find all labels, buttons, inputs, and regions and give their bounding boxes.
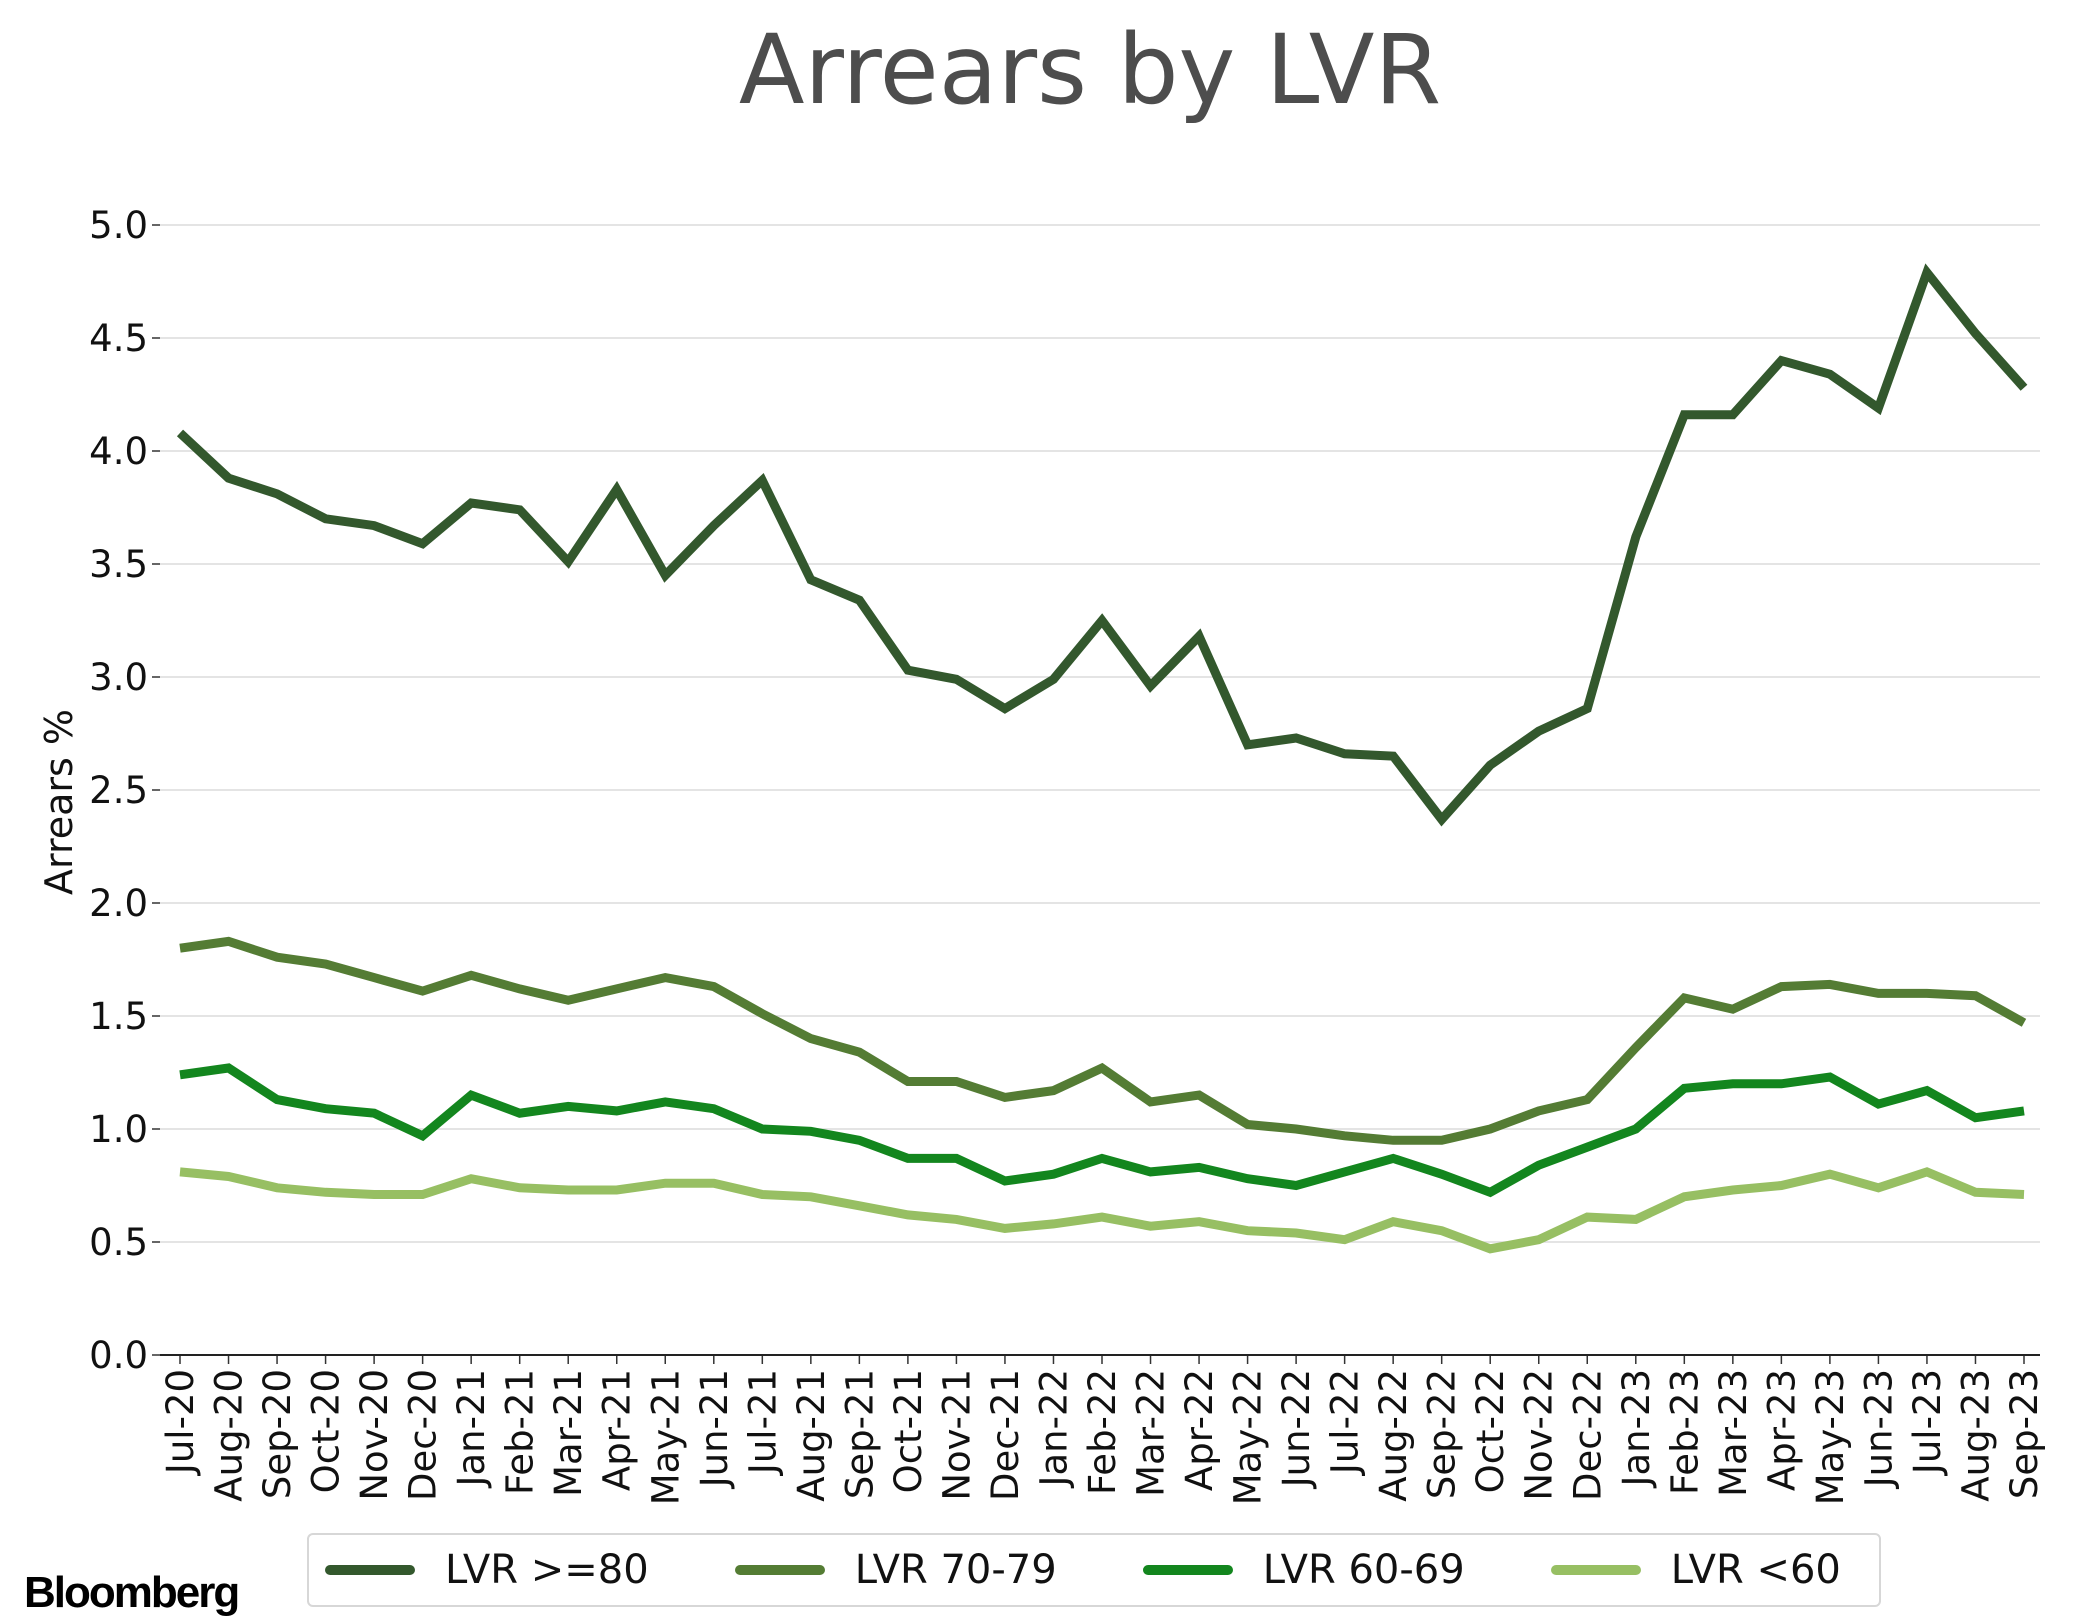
x-tick-label: Sep-22 [1421, 1369, 1464, 1499]
x-tick-label: Jun-23 [1857, 1369, 1900, 1489]
x-tick-label: Dec-21 [984, 1369, 1027, 1501]
legend: LVR >=80 LVR 70-79 LVR 60-69 LVR <60 [307, 1533, 1881, 1607]
y-tick-label: 5.0 [89, 204, 148, 247]
x-tick-label: Oct-21 [887, 1369, 930, 1493]
legend-swatch [325, 1565, 415, 1575]
y-tick-label: 4.0 [89, 430, 148, 473]
x-tick-label: Jan-21 [450, 1369, 493, 1488]
series-line-1 [176, 263, 2028, 827]
chart-title: Arrears by LVR [738, 14, 1442, 126]
x-tick-label: Apr-23 [1760, 1369, 1803, 1491]
legend-item: LVR 60-69 [1142, 1547, 1465, 1593]
legend-swatch [734, 1565, 825, 1575]
x-tick-label: Feb-23 [1663, 1369, 1706, 1495]
x-tick-label: Jul-20 [159, 1369, 202, 1476]
y-tick-label: 4.5 [89, 317, 148, 360]
y-tick-label: 0.0 [89, 1334, 148, 1377]
x-tick-label: Mar-21 [547, 1369, 590, 1497]
series-line-3 [179, 1063, 2025, 1198]
x-tick-label: Mar-22 [1130, 1369, 1173, 1497]
x-tick-label: Apr-21 [596, 1369, 639, 1491]
x-tick-label: Mar-23 [1712, 1369, 1755, 1497]
legend-label: LVR <60 [1670, 1547, 1841, 1593]
series-line-2 [179, 936, 2027, 1145]
x-tick-label: Jul-23 [1906, 1369, 1949, 1476]
x-tick-label: Jan-22 [1032, 1369, 1075, 1488]
y-tick-label: 3.0 [89, 656, 148, 699]
x-tick-label: Dec-20 [402, 1369, 445, 1501]
x-tick-label: Feb-22 [1081, 1369, 1124, 1495]
x-tick-label: May-21 [644, 1369, 687, 1505]
x-tick-label: Jun-22 [1275, 1369, 1318, 1489]
legend-swatch [1142, 1565, 1233, 1575]
y-tick-label: 2.0 [89, 882, 148, 925]
bloomberg-logo: Bloomberg [24, 1568, 240, 1617]
y-tick-label: 1.0 [89, 1108, 148, 1151]
x-tick-label: Jul-22 [1324, 1369, 1367, 1476]
x-tick-label: May-22 [1227, 1369, 1270, 1505]
x-tick-label: Aug-23 [1954, 1369, 1997, 1502]
x-tick-label: Jun-21 [693, 1369, 736, 1489]
y-axis-label: Arrears % [37, 709, 81, 895]
x-tick-label: Apr-22 [1178, 1369, 1221, 1491]
gridlines [160, 224, 2040, 1243]
y-tick-label: 2.5 [89, 769, 148, 812]
x-tick-label: Sep-23 [2003, 1369, 2046, 1499]
legend-label: LVR 60-69 [1262, 1547, 1465, 1593]
series-lines [176, 263, 2028, 1254]
x-tick-label: Dec-22 [1566, 1369, 1609, 1501]
x-tick-label: Aug-20 [208, 1369, 251, 1502]
x-tick-label: Jul-21 [741, 1369, 784, 1476]
x-tick-label: Nov-20 [353, 1369, 396, 1501]
x-axis-ticks: Jul-20 Aug-20 Sep-20 Oct-20 Nov-20 Dec-20 Jan-… [159, 1355, 2046, 1505]
legend-swatch [1550, 1565, 1641, 1575]
legend-item: LVR <60 [1550, 1547, 1841, 1593]
legend-label: LVR 70-79 [854, 1547, 1057, 1593]
legend-item: LVR >=80 [325, 1547, 649, 1593]
y-tick-label: 1.5 [89, 995, 148, 1038]
x-tick-label: Nov-21 [935, 1369, 978, 1501]
y-tick-label: 0.5 [89, 1221, 148, 1264]
x-tick-label: Oct-22 [1469, 1369, 1512, 1493]
x-tick-label: Sep-20 [256, 1369, 299, 1499]
x-tick-label: Nov-22 [1518, 1369, 1561, 1501]
legend-label: LVR >=80 [445, 1547, 649, 1593]
x-tick-label: Jan-23 [1615, 1369, 1658, 1488]
x-tick-label: Aug-22 [1372, 1369, 1415, 1502]
y-tick-label: 3.5 [89, 543, 148, 586]
x-tick-label: Oct-20 [305, 1369, 348, 1493]
series-line-4 [179, 1167, 2025, 1254]
y-axis-ticks: 0.0 0.5 1.0 1.5 2.0 2.5 3.0 3.5 4.0 4.5 5.0 [89, 204, 160, 1377]
x-tick-label: May-23 [1809, 1369, 1852, 1505]
legend-item: LVR 70-79 [734, 1547, 1057, 1593]
x-tick-label: Aug-21 [790, 1369, 833, 1502]
x-tick-label: Sep-21 [838, 1369, 881, 1499]
x-tick-label: Feb-21 [499, 1369, 542, 1495]
